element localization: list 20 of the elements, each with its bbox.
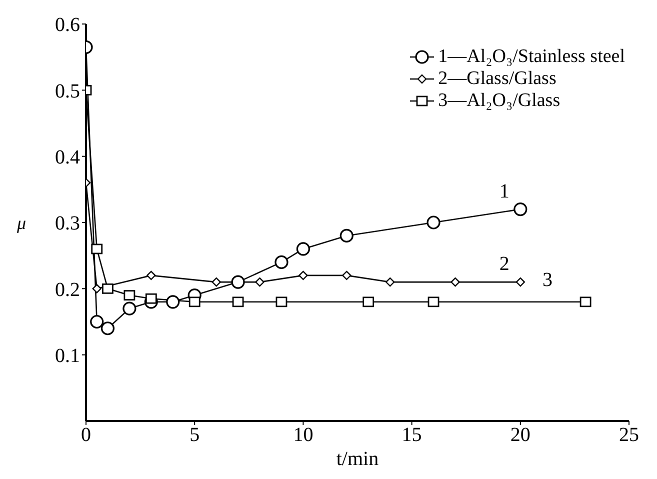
y-tick-label: 0.3 [55, 212, 80, 235]
y-axis-title: μ [16, 212, 26, 233]
annotation: 3 [542, 268, 553, 291]
x-tick-label: 10 [293, 424, 314, 446]
x-tick-label: 5 [190, 424, 200, 446]
x-tick-label: 15 [402, 424, 422, 446]
y-tick-label: 0.4 [55, 146, 80, 168]
x-tick-label: 0 [81, 424, 91, 446]
y-tick-label: 0.5 [55, 80, 80, 102]
legend-label: 3—Al₂O₃/Glass [438, 90, 560, 112]
y-tick-label: 0.1 [55, 344, 80, 367]
legend-label: 1—Al₂O₃/Stainless steel [438, 46, 625, 68]
x-tick-label: 20 [510, 424, 530, 446]
legend-label: 2—Glass/Glass [438, 68, 556, 90]
y-tick-label: 0.6 [55, 14, 80, 36]
annotation: 2 [499, 253, 510, 276]
x-tick-label: 25 [619, 424, 639, 446]
y-tick-label: 0.2 [55, 278, 80, 301]
annotation: 1 [499, 180, 510, 202]
x-axis-title: t/min [336, 448, 379, 470]
